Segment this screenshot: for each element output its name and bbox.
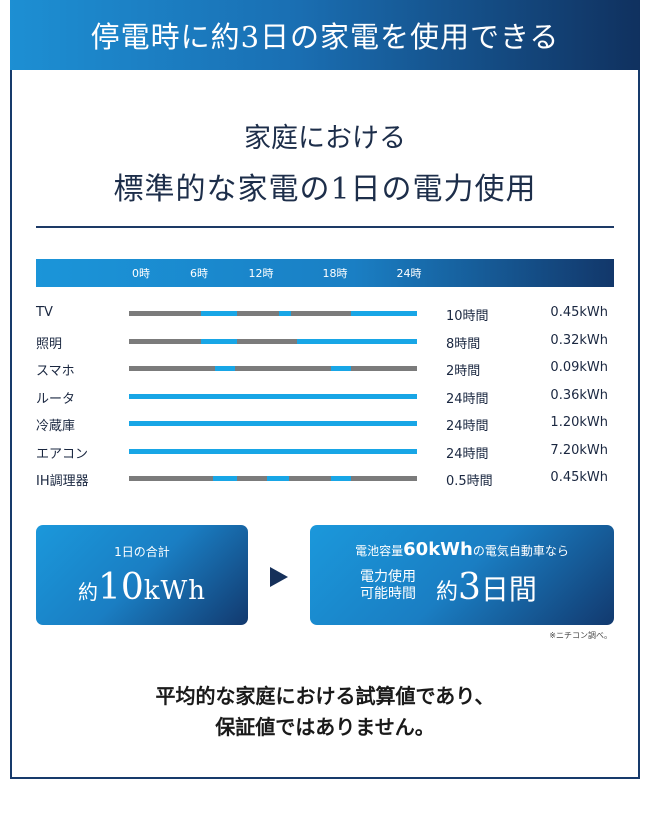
ev-prefix: 約 xyxy=(436,580,459,605)
total-prefix: 約 xyxy=(77,580,98,604)
usage-bar xyxy=(129,394,417,399)
tick-18: 18時 xyxy=(322,267,348,280)
ev-caption-pre: 電池容量 xyxy=(355,544,404,558)
ev-days-number: 3 xyxy=(458,567,481,608)
usage-hours: 2時間 xyxy=(446,364,481,379)
appliance-row: IH調理器 0.5時間 0.45kWh xyxy=(36,468,614,489)
tick-0: 0時 xyxy=(132,267,150,280)
usage-bar xyxy=(129,311,417,316)
usage-segment xyxy=(279,311,291,316)
usage-kwh: 7.20kWh xyxy=(550,443,608,458)
usage-segment xyxy=(297,339,417,344)
header-banner: 停電時に約3日の家電を使用できる xyxy=(10,0,640,70)
tick-12: 12時 xyxy=(248,267,274,280)
content-frame xyxy=(10,0,640,779)
usage-segment xyxy=(330,476,351,481)
usage-segment xyxy=(215,366,235,371)
ev-caption: 電池容量60kWhの電気自動車なら xyxy=(310,539,614,560)
ev-label-line1: 電力使用 xyxy=(360,569,416,585)
usage-kwh: 0.36kWh xyxy=(550,388,608,403)
headline-line1: 家庭における xyxy=(244,123,406,154)
headline-line2: 標準的な家電の1日の電力使用 xyxy=(113,172,537,207)
ev-capacity: 60kWh xyxy=(403,539,473,560)
usage-bar xyxy=(129,366,417,371)
appliance-row: エアコン 24時間 7.20kWh xyxy=(36,441,614,462)
play-arrow-icon xyxy=(270,567,288,587)
total-value: 約10kWh xyxy=(36,567,248,608)
usage-segment xyxy=(201,339,237,344)
usage-hours: 24時間 xyxy=(446,392,489,407)
usage-kwh: 0.45kWh xyxy=(550,305,608,320)
total-number: 10 xyxy=(97,567,144,608)
appliance-name: IH調理器 xyxy=(36,474,89,489)
usage-segment xyxy=(330,366,351,371)
ev-caption-post: の電気自動車なら xyxy=(472,544,569,558)
appliance-row: ルータ 24時間 0.36kWh xyxy=(36,386,614,407)
footer-line2: 保証値ではありません。 xyxy=(215,715,435,739)
usage-segment xyxy=(267,476,289,481)
usage-hours: 10時間 xyxy=(446,309,489,324)
usage-segment xyxy=(213,476,237,481)
usage-hours: 0.5時間 xyxy=(446,474,493,489)
banner-title: 停電時に約3日の家電を使用できる xyxy=(90,20,560,54)
usage-segment xyxy=(351,311,417,316)
appliance-name: 冷蔵庫 xyxy=(36,419,76,434)
ev-result: 約3日間 xyxy=(436,567,537,608)
appliance-name: TV xyxy=(36,305,53,320)
usage-bar xyxy=(129,339,417,344)
appliance-row: 冷蔵庫 24時間 1.20kWh xyxy=(36,413,614,434)
usage-hours: 24時間 xyxy=(446,419,489,434)
appliance-name: スマホ xyxy=(36,364,75,379)
ev-label: 電力使用 可能時間 xyxy=(360,569,416,603)
appliance-name: ルータ xyxy=(36,392,76,407)
usage-kwh: 0.09kWh xyxy=(550,360,608,375)
usage-kwh: 1.20kWh xyxy=(550,415,608,430)
source-note: ※ニチコン調べ。 xyxy=(549,631,612,640)
ev-capacity-box: 電池容量60kWhの電気自動車なら 電力使用 可能時間 約3日間 xyxy=(310,525,614,625)
total-unit: kWh xyxy=(143,576,207,606)
usage-bar xyxy=(129,476,417,481)
usage-kwh: 0.45kWh xyxy=(550,470,608,485)
appliance-row: 照明 8時間 0.32kWh xyxy=(36,331,614,352)
appliance-name: エアコン xyxy=(36,447,89,462)
ev-label-line2: 可能時間 xyxy=(360,586,416,602)
total-caption: 1日の合計 xyxy=(114,545,170,559)
appliance-row: スマホ 2時間 0.09kWh xyxy=(36,358,614,379)
usage-bar xyxy=(129,449,417,454)
timeline-header: 0時 6時 12時 18時 24時 xyxy=(36,259,614,287)
usage-segment xyxy=(201,311,237,316)
ev-days-suffix: 日間 xyxy=(480,573,537,606)
usage-kwh: 0.32kWh xyxy=(550,333,608,348)
divider xyxy=(36,226,614,228)
appliance-name: 照明 xyxy=(36,337,63,352)
usage-hours: 8時間 xyxy=(446,337,481,352)
tick-6: 6時 xyxy=(190,267,208,280)
usage-bar xyxy=(129,421,417,426)
usage-hours: 24時間 xyxy=(446,447,489,462)
footer-line1: 平均的な家庭における試算値であり、 xyxy=(155,684,495,708)
total-usage-box: 1日の合計 約10kWh xyxy=(36,525,248,625)
appliance-row: TV 10時間 0.45kWh xyxy=(36,303,614,324)
tick-24: 24時 xyxy=(396,267,422,280)
